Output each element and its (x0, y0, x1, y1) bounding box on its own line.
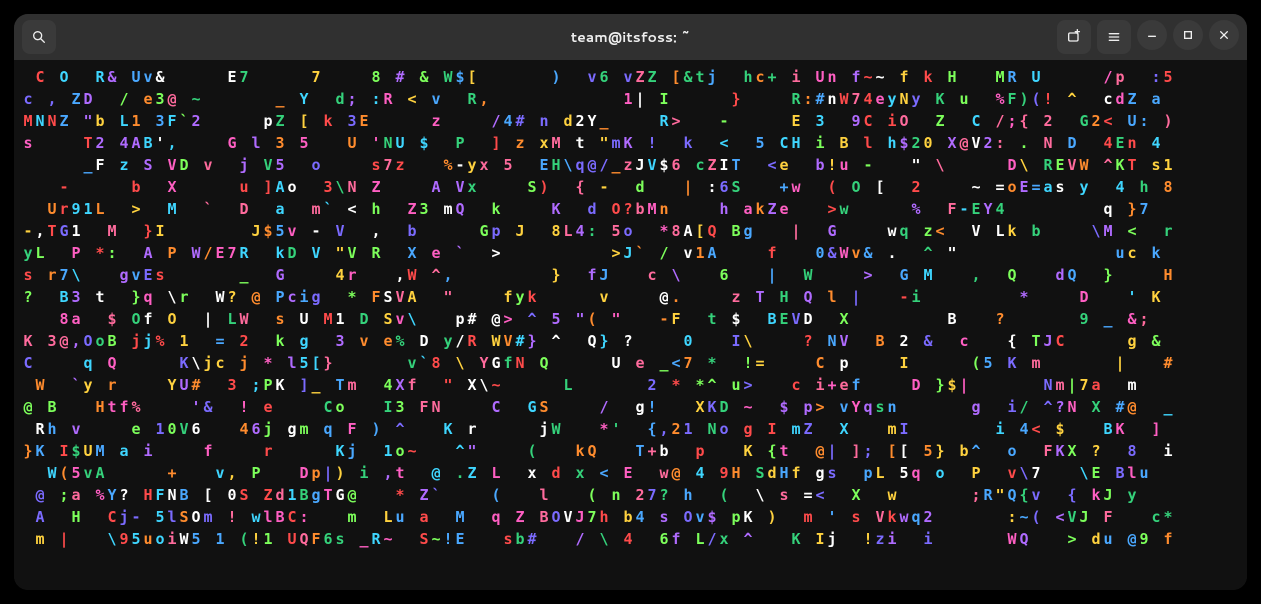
matrix-row: Rh v e 10V6 46j gm q F ) ^ K r jW *' {,2… (22, 418, 1239, 440)
menu-button[interactable] (1097, 20, 1131, 54)
matrix-row: s T2 4AB', G l 3 5 U 'NU $ P ] z xM t "m… (22, 132, 1239, 154)
minimize-button[interactable] (1137, 20, 1167, 50)
matrix-row: s r7\ gvEs _ G 4r ,W ^, } fJ c \ 6 | W >… (22, 264, 1239, 286)
matrix-row: A H Cj- 5lSOm ! wlBC: m Lu a M q Z BOVJ7… (22, 506, 1239, 528)
matrix-row: _F z S VD v j V5 o s7z %-yx 5 EH\q@/_zJV… (22, 154, 1239, 176)
search-icon (31, 29, 47, 45)
minimize-icon (1144, 27, 1160, 43)
matrix-row: W `y r YU# 3 ;PK ]_ Tm 4Xf " X\~ L 2 * *… (22, 374, 1239, 396)
matrix-output: C O R& Uv& E7 7 8 # & W$[ ) v6 vZZ [&tj … (22, 66, 1239, 550)
matrix-row: W(5vA + v, P Dp|) i ,t @ .Z L x d x < E … (22, 462, 1239, 484)
matrix-row: C q Q K\jc j * l5[} v`8 \ YGfN Q U e _<7… (22, 352, 1239, 374)
maximize-icon (1180, 27, 1196, 43)
new-tab-button[interactable] (1057, 20, 1091, 54)
close-icon (1216, 27, 1232, 43)
matrix-row: - b X u ]Ao 3\N Z A Vx S) { - d | :6S +w… (22, 176, 1239, 198)
matrix-row: K 3@,OoB jj% 1 = 2 k g 3 v e% D y/R WV#}… (22, 330, 1239, 352)
matrix-row: c , ZD / e3@ ~ _ Y d; :R < v R, 1| I } R… (22, 88, 1239, 110)
matrix-row: C O R& Uv& E7 7 8 # & W$[ ) v6 vZZ [&tj … (22, 66, 1239, 88)
matrix-row: 8a $ Of O | LW s U M1 D Sv\ p# @> ^ 5 "(… (22, 308, 1239, 330)
matrix-row: -,TG1 M }I J$5v - V , b Gp J 8L4: 5o *8A… (22, 220, 1239, 242)
hamburger-icon (1106, 29, 1122, 45)
new-tab-icon (1066, 29, 1082, 45)
titlebar: team@itsfoss: ~ (14, 14, 1247, 60)
matrix-row: @ ;a %Y? HFNB [ 0S Zd1BgTG@ * Z` ( l ( n… (22, 484, 1239, 506)
matrix-row: }K I$UM a i f r Kj 1o~ ^" ( kQ T+b p K {… (22, 440, 1239, 462)
search-button[interactable] (22, 20, 56, 54)
close-button[interactable] (1209, 20, 1239, 50)
terminal-viewport[interactable]: C O R& Uv& E7 7 8 # & W$[ ) v6 vZZ [&tj … (14, 60, 1247, 590)
matrix-row: yL P *: A P W/E7R kD V "V R X e ` > >J` … (22, 242, 1239, 264)
matrix-row: ? B3 t }q \r W? @ Pcig * FSVA " fyk v @.… (22, 286, 1239, 308)
matrix-row: @ B Htf% '& ! e Co I3 FN C GS / g! XKD ~… (22, 396, 1239, 418)
matrix-row: Ur91L > M ` D a m` < h Z3 mQ k K d O?bMn… (22, 198, 1239, 220)
terminal-window: team@itsfoss: ~ C O R& Uv& E7 7 8 # & W$… (14, 14, 1247, 590)
matrix-row: m | \95uoiW5 1 (!1 UQF6s _R~ S~!E sb# / … (22, 528, 1239, 550)
maximize-button[interactable] (1173, 20, 1203, 50)
matrix-row: MNNZ "b L1 3F`2 pZ [ k 3E z /4# n d2Y_ R… (22, 110, 1239, 132)
